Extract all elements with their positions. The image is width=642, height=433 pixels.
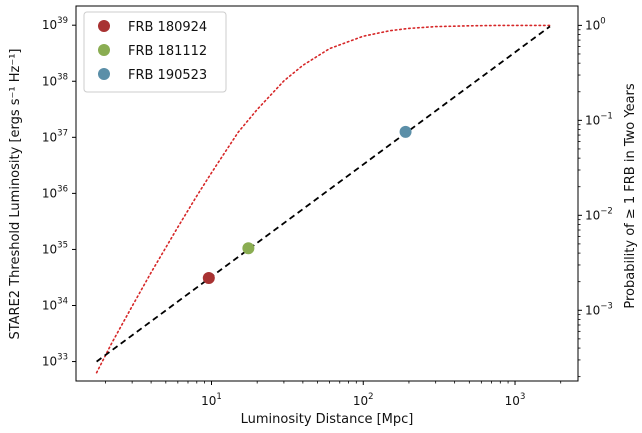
x-tick-label: 103 <box>505 392 526 408</box>
legend-label: FRB 180924 <box>128 20 207 35</box>
legend-marker <box>98 44 110 56</box>
probability-curve <box>95 24 551 374</box>
chart-points <box>202 125 412 284</box>
y-left-tick-label: 1036 <box>42 184 68 200</box>
y-left-tick-label: 1035 <box>42 240 68 256</box>
frb-point <box>202 271 215 284</box>
legend-label: FRB 190523 <box>128 68 207 83</box>
y-left-tick-label: 1033 <box>42 353 68 369</box>
y-right-tick-label: 100 <box>585 16 606 32</box>
x-axis: 101 102 103 <box>105 381 562 408</box>
threshold-line <box>96 25 551 363</box>
y-left-tick-label: 1034 <box>42 296 68 312</box>
frb-point <box>242 242 255 255</box>
legend-marker <box>98 68 110 80</box>
legend-marker <box>98 20 110 32</box>
x-tick-label: 102 <box>353 392 374 408</box>
y-axis-label-right: Probability of ≥ 1 FRB in Two Years <box>623 83 638 309</box>
x-axis-label: Luminosity Distance [Mpc] <box>241 412 414 427</box>
chart-lines <box>95 24 551 374</box>
legend-box <box>83 11 227 93</box>
y-left-tick-label: 1038 <box>42 72 68 88</box>
y-left-tick-label: 1039 <box>42 16 68 32</box>
y-right-tick-label: 10−2 <box>585 206 613 222</box>
y-axis-left: 1033 1034 1035 1036 1037 1038 1039 <box>42 16 76 369</box>
y-left-tick-label: 1037 <box>42 128 68 144</box>
legend: FRB 180924 FRB 181112 FRB 190523 <box>83 11 227 93</box>
y-axis-right: 100 10−1 10−2 10−3 <box>578 16 613 378</box>
y-right-tick-label: 10−3 <box>585 301 613 317</box>
x-tick-label: 101 <box>201 392 222 408</box>
y-axis-label-left: STARE2 Threshold Luminosity [ergs s⁻¹ Hz… <box>8 48 23 339</box>
legend-label: FRB 181112 <box>128 44 207 59</box>
frb-point <box>399 125 412 138</box>
y-right-tick-label: 10−1 <box>585 111 613 127</box>
